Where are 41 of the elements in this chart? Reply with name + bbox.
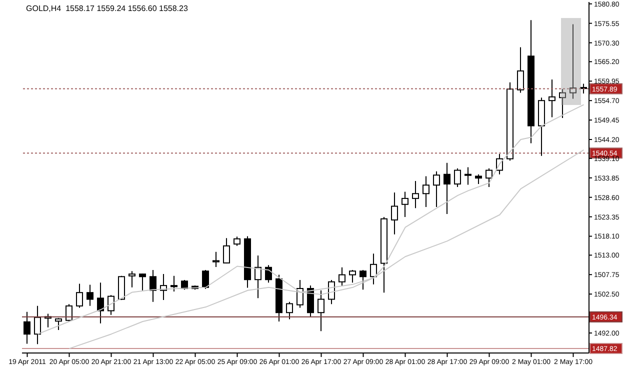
candlestick	[212, 251, 220, 268]
candlestick	[517, 46, 524, 94]
candlestick	[412, 180, 419, 209]
candlestick	[286, 301, 293, 320]
candlestick	[475, 174, 482, 184]
candlestick	[370, 253, 377, 285]
candlestick	[86, 284, 94, 306]
candlestick	[223, 238, 230, 264]
candlestick	[97, 282, 104, 324]
candlestick	[234, 236, 240, 246]
candlestick	[338, 266, 346, 286]
candlestick	[128, 270, 136, 288]
candlestick	[108, 294, 114, 316]
candlestick	[170, 275, 178, 292]
candlestick	[559, 88, 566, 119]
candlestick	[265, 264, 272, 284]
candlestick	[454, 168, 461, 188]
candlestick	[296, 279, 304, 308]
candlestick	[318, 290, 324, 332]
candlestick	[570, 24, 576, 100]
candlestick	[181, 279, 188, 290]
candlestick	[150, 269, 156, 302]
candlestick	[464, 166, 472, 186]
candlestick	[422, 176, 430, 208]
candlestick	[548, 78, 556, 118]
candlestick	[139, 273, 146, 291]
candlestick	[391, 192, 398, 235]
candlestick	[444, 162, 450, 215]
candlestick	[360, 269, 366, 290]
candlestick	[55, 318, 62, 331]
candlestick	[202, 269, 209, 290]
candlestick	[486, 168, 492, 188]
candlestick	[328, 279, 335, 305]
candlestick	[349, 269, 356, 284]
candlestick	[34, 305, 41, 345]
candlestick	[24, 311, 30, 344]
candlestick	[254, 255, 262, 299]
candlestick	[433, 170, 440, 208]
chart-title: GOLD,H4 1558.17 1559.24 1556.60 1558.23	[26, 4, 188, 13]
candlestick	[402, 191, 408, 218]
candlestick	[76, 283, 83, 308]
